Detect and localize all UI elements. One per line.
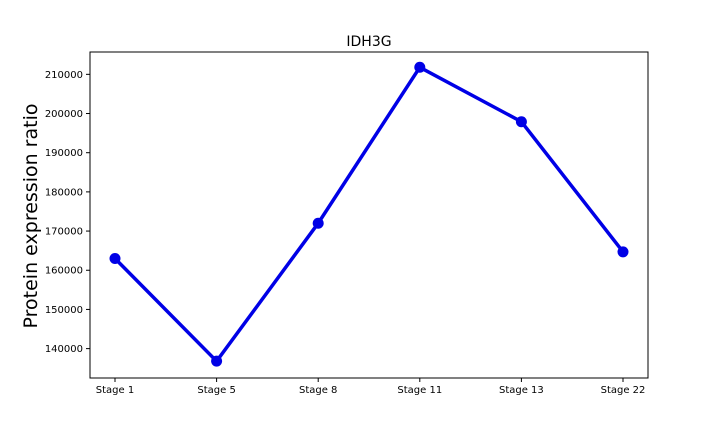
y-tick-label: 210000 bbox=[45, 70, 83, 81]
y-tick-label: 170000 bbox=[45, 227, 83, 238]
y-tick-label: 180000 bbox=[45, 187, 83, 198]
x-tick-label: Stage 5 bbox=[197, 385, 235, 396]
x-tick-label: Stage 11 bbox=[397, 385, 442, 396]
plot-frame bbox=[89, 51, 649, 379]
y-tick-label: 160000 bbox=[45, 266, 83, 277]
data-point bbox=[312, 217, 324, 229]
series-line bbox=[113, 64, 625, 364]
y-tick-label: 150000 bbox=[45, 305, 83, 316]
series-layer bbox=[109, 61, 629, 367]
y-tick-label: 140000 bbox=[45, 344, 83, 355]
y-axis-label: Protein expression ratio bbox=[20, 104, 42, 329]
x-tick-label: Stage 13 bbox=[499, 385, 544, 396]
x-tick-label: Stage 1 bbox=[96, 385, 134, 396]
chart-title: IDH3G bbox=[346, 34, 391, 50]
data-point bbox=[617, 246, 629, 258]
x-axis-ticks: Stage 1 Stage 5 Stage 8 Stage 11 Stage 13 Sta… bbox=[96, 378, 646, 396]
data-point bbox=[109, 252, 121, 264]
data-point bbox=[211, 355, 223, 367]
y-tick-label: 190000 bbox=[45, 148, 83, 159]
data-point bbox=[414, 61, 426, 73]
x-tick-label: Stage 22 bbox=[601, 385, 646, 396]
data-point bbox=[515, 116, 527, 128]
y-axis-ticks: 140000 150000 160000 170000 180000 190000 2000… bbox=[45, 70, 90, 355]
y-tick-label: 200000 bbox=[45, 109, 83, 120]
x-tick-label: Stage 8 bbox=[299, 385, 337, 396]
